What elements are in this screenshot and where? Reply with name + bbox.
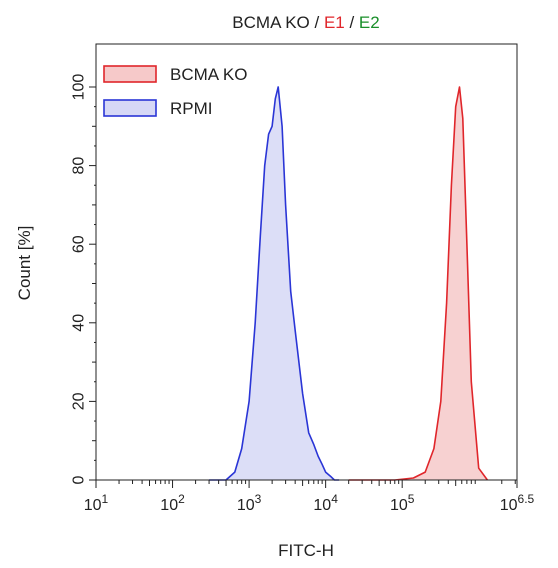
series-area: [209, 87, 340, 480]
legend-swatch: [103, 65, 157, 83]
x-tick-label: 102: [160, 492, 185, 514]
series-line: [348, 86, 489, 481]
y-tick-label: 20: [71, 392, 88, 410]
x-tick-label: 105: [390, 492, 415, 514]
series-layer: [209, 86, 489, 481]
x-tick-label: 101: [84, 492, 109, 514]
series-rpmi: [209, 86, 340, 481]
title-part-3: /: [345, 13, 359, 32]
y-tick-label: 80: [71, 157, 88, 175]
y-axis: 0 20 40 60 80 100: [71, 74, 96, 484]
title-part-4: E2: [359, 13, 380, 32]
x-axis-label: FITC-H: [278, 541, 334, 560]
series-bcma-ko: [348, 86, 489, 481]
title-part-0: BCMA KO: [232, 13, 309, 32]
legend-swatch: [103, 99, 157, 117]
legend-item: BCMA KO: [103, 65, 247, 84]
x-tick-label: 104: [313, 492, 338, 514]
series-line: [209, 86, 340, 481]
chart-title: BCMA KO / E1 / E2: [232, 13, 379, 32]
y-tick-label: 0: [71, 475, 88, 484]
x-tick-label: 106.5: [500, 492, 535, 514]
title-part-2: E1: [324, 13, 345, 32]
legend-label: BCMA KO: [170, 65, 247, 84]
y-tick-label: 40: [71, 314, 88, 332]
series-area: [348, 87, 488, 480]
y-axis-label: Count [%]: [15, 226, 34, 301]
x-axis: 101 102 103 104 105 106.5: [84, 480, 535, 514]
title-part-1: /: [310, 13, 324, 32]
legend: BCMA KO RPMI: [103, 65, 247, 118]
plot-frame: [95, 43, 518, 481]
legend-label: RPMI: [170, 99, 213, 118]
legend-item: RPMI: [103, 99, 213, 118]
y-tick-label: 100: [71, 74, 88, 101]
y-tick-label: 60: [71, 235, 88, 253]
x-tick-label: 103: [237, 492, 262, 514]
